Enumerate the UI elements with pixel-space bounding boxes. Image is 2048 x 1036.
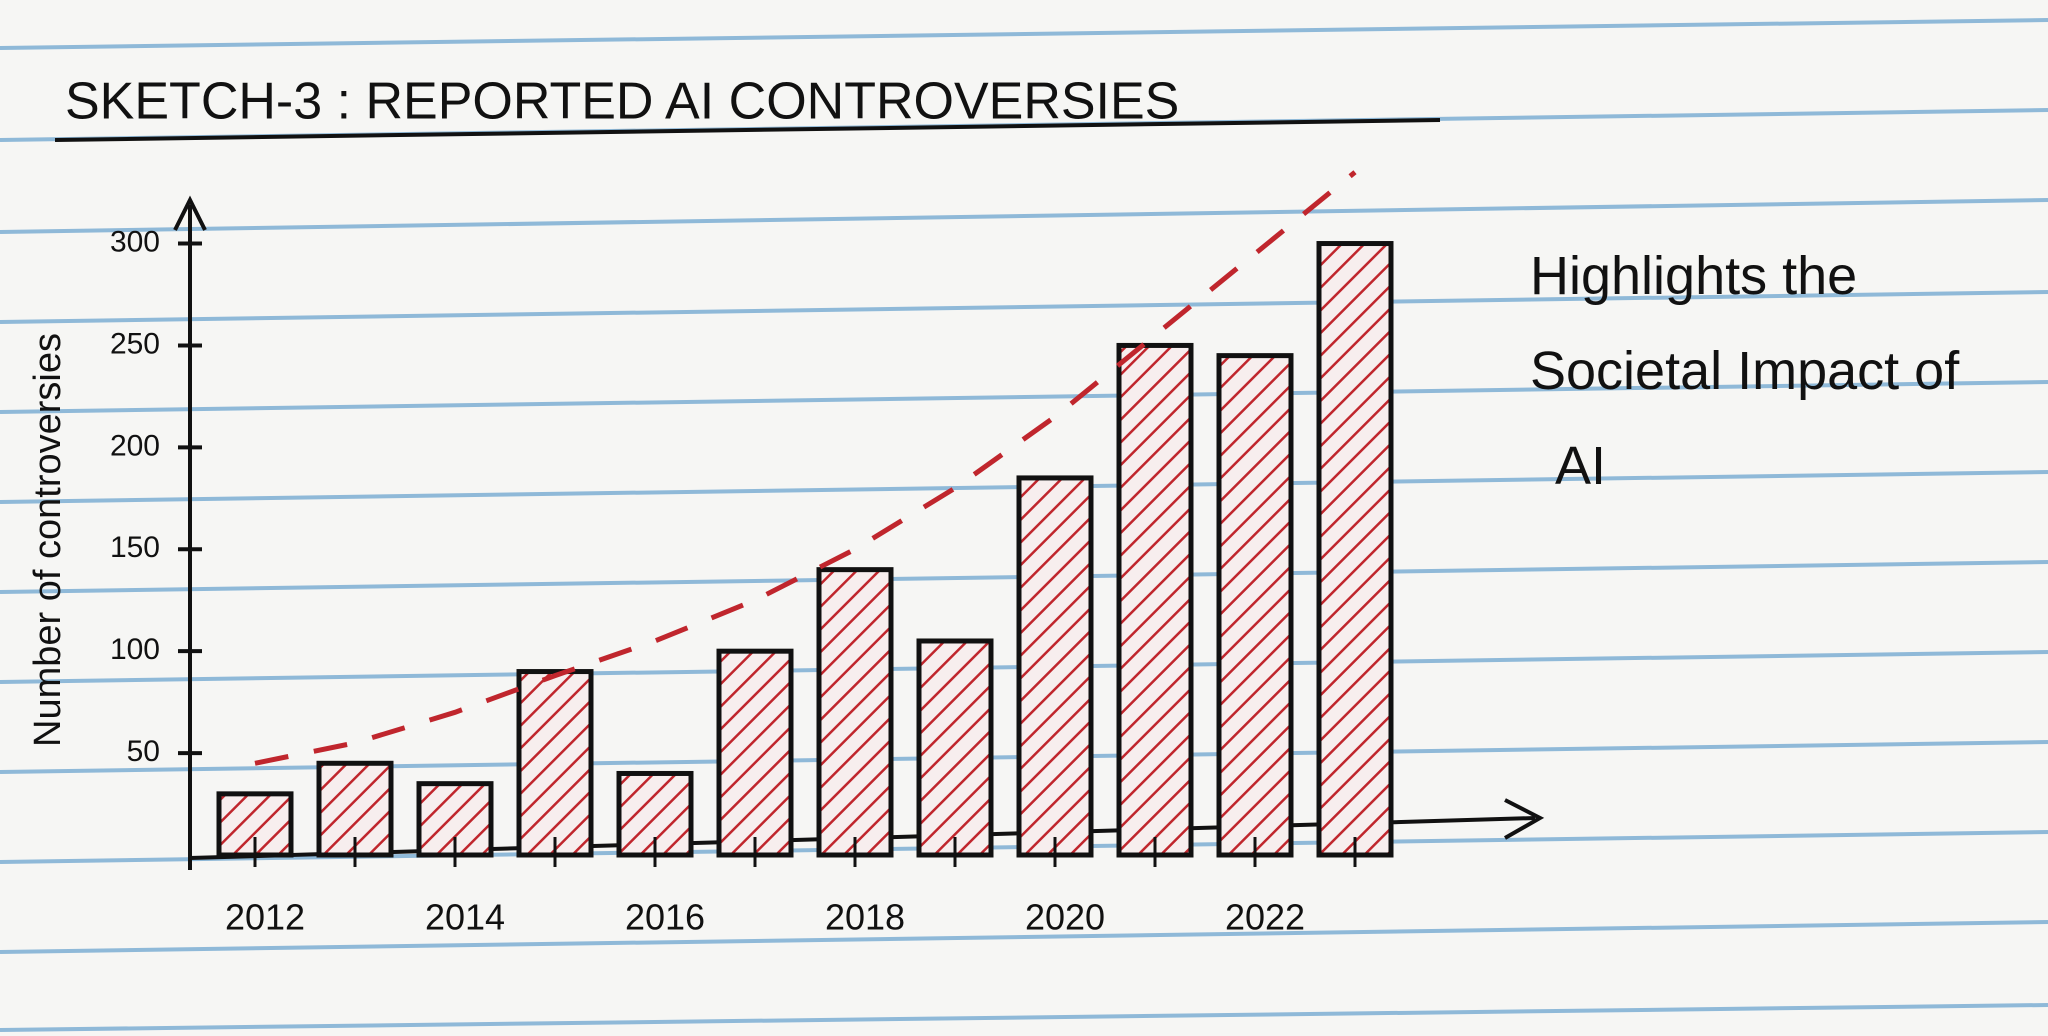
bar: [1316, 241, 1394, 858]
y-tick-label: 250: [110, 327, 160, 360]
bar: [916, 638, 994, 858]
bar: [716, 648, 794, 858]
bar: [1216, 353, 1294, 858]
y-tick-label: 200: [110, 429, 160, 462]
x-axis-arrow: [1504, 798, 1545, 840]
x-tick-label: 2022: [1225, 897, 1305, 938]
x-tick-label: 2018: [825, 897, 905, 938]
bar: [816, 567, 894, 858]
y-axis-label: Number of controversies: [27, 333, 69, 747]
y-tick-label: 100: [110, 633, 160, 666]
x-tick-label: 2020: [1025, 897, 1105, 938]
x-tick-label: 2014: [425, 897, 505, 938]
x-tick-label: 2016: [625, 897, 705, 938]
y-axis-arrow: [173, 195, 207, 231]
y-tick-label: 300: [110, 225, 160, 258]
annotation: Highlights the Societal Impact of AI: [1530, 246, 1960, 496]
bar: [516, 669, 594, 858]
chart-title: SKETCH-3 : REPORTED AI CONTROVERSIES: [65, 73, 1179, 131]
y-tick-label: 50: [127, 735, 160, 768]
bar: [1016, 475, 1094, 858]
bar: [1116, 342, 1194, 858]
y-tick-label: 150: [110, 531, 160, 564]
trend-line: [254, 170, 1357, 766]
x-tick-label: 2012: [225, 897, 305, 938]
title-underline: [54, 118, 1441, 142]
